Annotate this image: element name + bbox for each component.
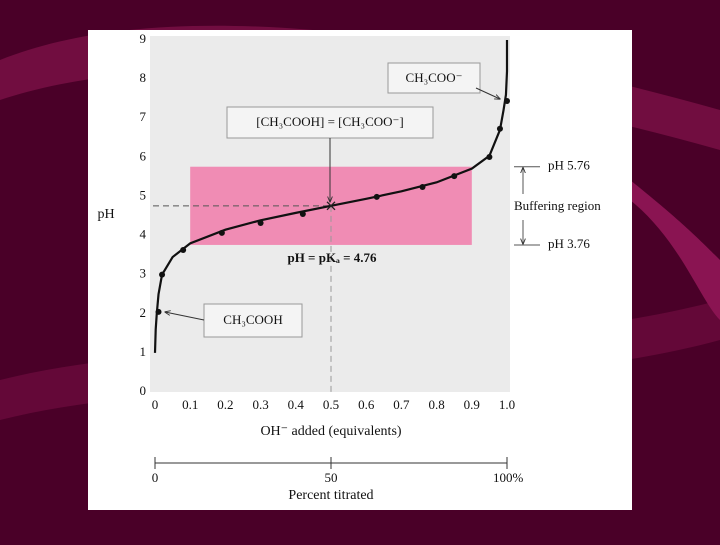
annotation-arrow xyxy=(475,87,500,99)
y-tick-label: 2 xyxy=(140,305,147,320)
data-point xyxy=(373,193,380,200)
pka-label: pH = pKₐ = 4.76 xyxy=(287,250,377,265)
data-point xyxy=(419,184,426,191)
x-tick-label: 0.7 xyxy=(393,397,410,412)
annotation-box xyxy=(226,106,434,139)
buffer-ph-label: pH 3.76 xyxy=(548,236,590,251)
data-point xyxy=(486,153,493,160)
y-tick-label: 9 xyxy=(140,31,147,46)
x-tick-label: 0.1 xyxy=(182,397,198,412)
y-tick-label: 1 xyxy=(140,344,147,359)
annotation: CH₃COOH xyxy=(223,312,282,327)
data-point xyxy=(504,98,510,105)
x2-tick-label: 50 xyxy=(325,470,338,485)
data-point xyxy=(159,271,166,278)
x-tick-label: 0.5 xyxy=(323,397,339,412)
data-point xyxy=(180,247,187,254)
x-tick-label: 0.2 xyxy=(217,397,233,412)
y-tick-label: 8 xyxy=(140,70,147,85)
x2-tick-label: 0 xyxy=(152,470,159,485)
buffer-ph-label: pH 5.76 xyxy=(548,158,590,173)
annotation: [CH₃COOH] = [CH₃COO⁻] xyxy=(256,114,403,129)
midpoint-cross xyxy=(326,201,336,211)
x-tick-label: 0 xyxy=(152,397,159,412)
y-tick-label: 7 xyxy=(140,109,147,124)
data-point xyxy=(218,229,225,236)
annotation-arrow xyxy=(165,312,205,321)
y-axis-label: pH xyxy=(97,207,114,222)
x-tick-label: 0.9 xyxy=(464,397,480,412)
data-point xyxy=(257,220,264,227)
data-point xyxy=(299,211,306,218)
annotation-box xyxy=(387,62,481,94)
y-tick-label: 6 xyxy=(140,148,147,163)
y-tick-label: 0 xyxy=(140,383,147,398)
plot: 0 1 2 3 4 5 6 7 8 9 0 0.1 0.2 0.3 0.4 0.5 0.6 0.7 0.8 0.9 1.… xyxy=(97,31,601,503)
data-point xyxy=(155,308,162,315)
x2-axis-label: Percent titrated xyxy=(288,488,373,503)
annotation: CH₃COO⁻ xyxy=(406,70,463,85)
decor xyxy=(630,180,720,320)
y-tick-label: 4 xyxy=(140,227,147,242)
y-tick-label: 5 xyxy=(140,187,147,202)
x2-tick-label: 100% xyxy=(493,470,524,485)
buffer-label: Buffering region xyxy=(514,198,601,213)
x-tick-label: 0.8 xyxy=(428,397,444,412)
x-tick-label: 1.0 xyxy=(499,397,515,412)
data-point xyxy=(496,125,503,132)
x-tick-label: 0.4 xyxy=(288,397,305,412)
y-tick-label: 3 xyxy=(140,266,147,281)
data-point xyxy=(451,173,458,180)
x-tick-label: 0.6 xyxy=(358,397,375,412)
x-tick-label: 0.3 xyxy=(252,397,268,412)
annotation-box xyxy=(203,303,303,338)
x-axis-label: OH⁻ added (equivalents) xyxy=(260,424,401,439)
